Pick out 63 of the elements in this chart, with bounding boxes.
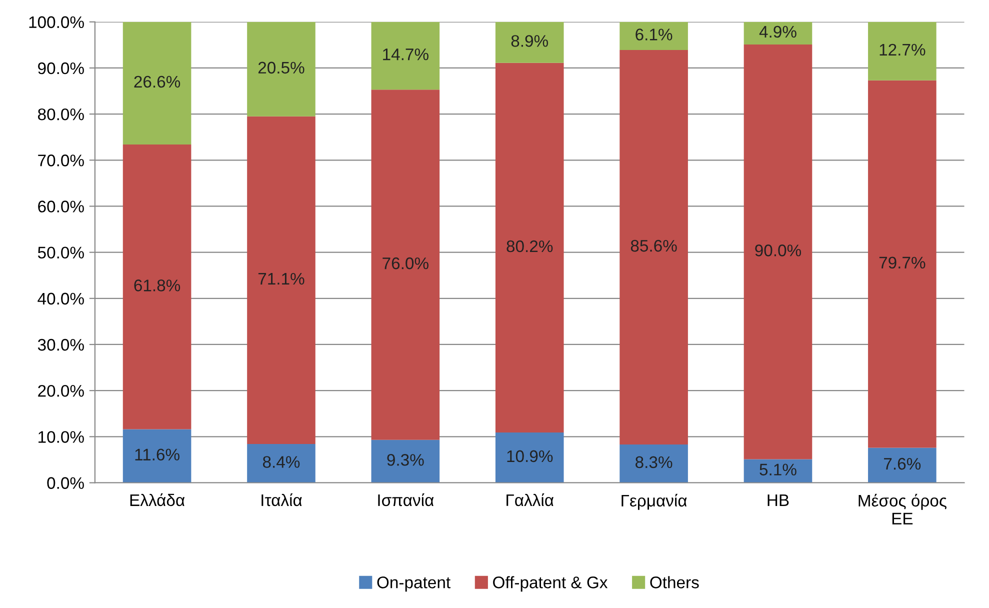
data-label: 8.3%	[636, 456, 672, 468]
bar	[495, 62, 564, 433]
data-label: 12.7%	[880, 44, 926, 56]
bar	[247, 22, 316, 116]
data-label: 5.1%	[760, 464, 796, 476]
bar	[620, 22, 688, 50]
y-tick-label: 30.0%	[38, 338, 84, 351]
bar	[620, 444, 688, 483]
x-tick-label: Ελλάδα	[130, 493, 185, 506]
bar	[371, 22, 440, 90]
data-label: 79.7%	[879, 256, 926, 269]
y-tick-label: 10.0%	[38, 431, 84, 443]
data-label: 14.7%	[383, 48, 428, 60]
legend-label: Others	[650, 576, 699, 588]
y-tick-label: 90.0%	[38, 62, 84, 74]
data-label: 6.1%	[636, 28, 672, 40]
legend-label: On-patent	[377, 576, 450, 592]
x-tick-label: Ισπανία	[378, 493, 434, 506]
data-label: 76.0%	[382, 257, 428, 270]
data-label: 8.4%	[262, 456, 300, 468]
data-label: 10.9%	[507, 450, 553, 462]
data-label: 11.6%	[135, 448, 180, 460]
data-label: 8.9%	[511, 35, 548, 47]
data-label: 9.3%	[387, 454, 424, 466]
bar	[122, 22, 192, 144]
bar	[620, 50, 688, 444]
data-label: 61.8%	[134, 280, 180, 292]
bar	[247, 444, 316, 483]
bar	[744, 44, 812, 460]
bar	[495, 22, 564, 63]
bar	[868, 80, 936, 448]
y-tick-label: 80.0%	[38, 108, 84, 120]
data-label: 7.6%	[884, 458, 921, 470]
bar	[744, 459, 812, 483]
x-tick-label: Γερμανία	[622, 494, 687, 510]
bar	[495, 432, 564, 483]
y-tick-label: 60.0%	[38, 200, 84, 212]
data-label: 71.1%	[258, 272, 304, 285]
data-label: 26.6%	[134, 76, 180, 88]
bar	[371, 90, 440, 440]
bar	[122, 144, 192, 430]
x-tick-label: Ιταλία	[262, 493, 302, 506]
bar	[122, 429, 192, 483]
data-label: 4.9%	[759, 26, 796, 38]
x-tick-label: ΗΒ	[768, 494, 789, 506]
bar	[371, 440, 440, 483]
bar	[868, 448, 936, 483]
data-label: 20.5%	[258, 62, 304, 74]
y-tick-label: 40.0%	[38, 292, 84, 305]
y-tick-label: 50.0%	[38, 246, 84, 259]
data-label: 90.0%	[755, 244, 802, 256]
x-tick-label: Μέσος όρος ΕΕ	[858, 494, 946, 524]
y-tick-label: 100.0%	[29, 16, 84, 28]
bar	[868, 22, 936, 80]
x-tick-label: Γαλλία	[506, 493, 554, 506]
data-label: 80.2%	[506, 240, 553, 252]
y-tick-label: 70.0%	[38, 154, 84, 166]
y-tick-label: 0.0%	[47, 477, 84, 489]
bar	[744, 22, 812, 44]
bar	[247, 116, 316, 444]
y-tick-label: 20.0%	[38, 384, 84, 397]
data-label: 85.6%	[630, 240, 677, 252]
legend-label: Off-patent & Gx	[493, 576, 608, 592]
